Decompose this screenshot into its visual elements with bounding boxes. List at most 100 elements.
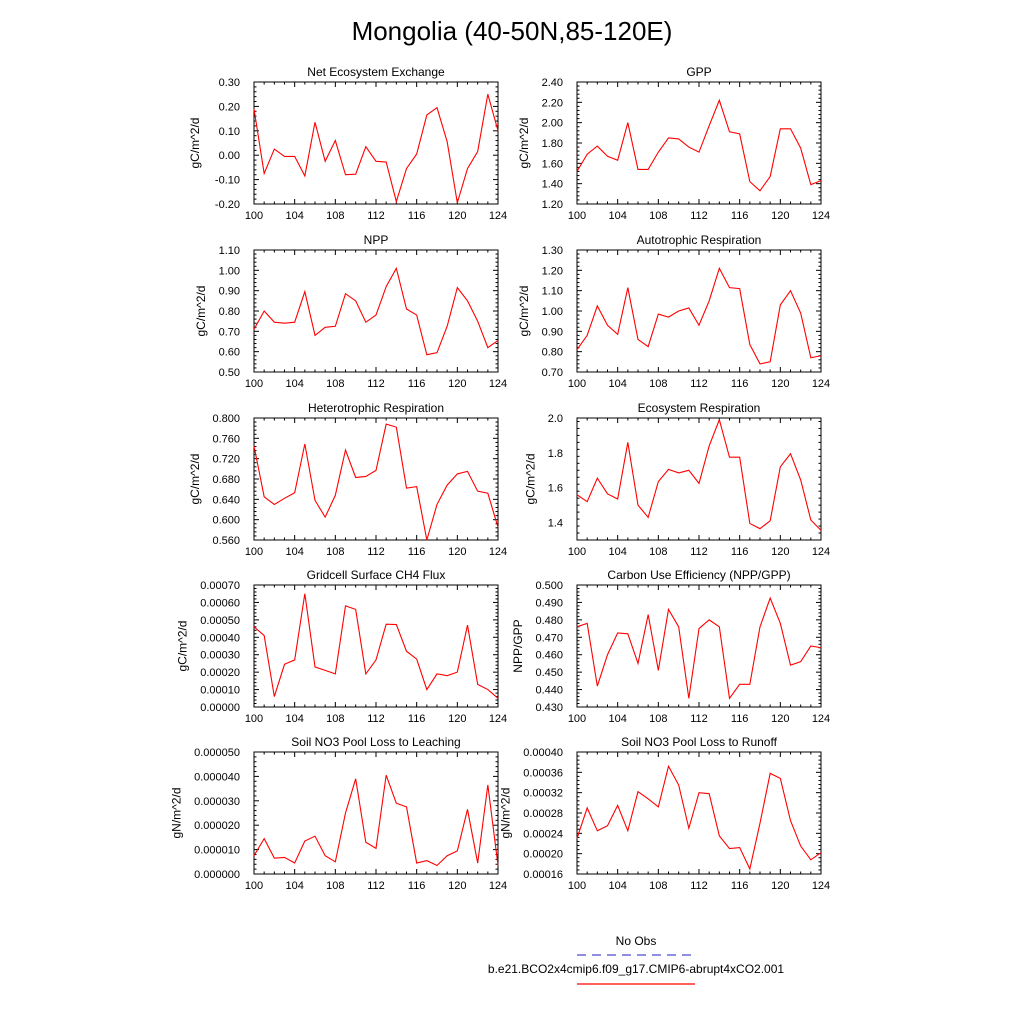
chart-8-ytick-label: 0.490 <box>535 597 563 609</box>
chart-10-xtick-label: 108 <box>649 880 667 892</box>
chart-8-ytick-label: 0.470 <box>535 632 563 644</box>
chart-4-xtick-label: 124 <box>812 378 830 390</box>
chart-4-xtick-label: 104 <box>608 378 626 390</box>
chart-10: Soil NO3 Pool Loss to Runoff 100 104 108 112… <box>499 735 831 892</box>
chart-4-ytick-label: 1.00 <box>542 306 563 318</box>
chart-8-title: Carbon Use Efficiency (NPP/GPP) <box>607 568 790 582</box>
chart-8-xtick-label: 120 <box>771 713 789 725</box>
chart-3-xtick-label: 120 <box>448 378 466 390</box>
chart-1-ytick-label: -0.10 <box>215 175 240 187</box>
chart-10-xtick-label: 120 <box>771 880 789 892</box>
chart-2-series-line-1 <box>576 98 822 192</box>
chart-4-title: Autotrophic Respiration <box>637 233 762 247</box>
chart-7-xtick-label: 108 <box>326 713 344 725</box>
chart-2-ytick-label: 2.40 <box>542 77 563 89</box>
chart-9-ytick-label: 0.000010 <box>194 845 240 857</box>
chart-2-ytick-label: 2.00 <box>542 118 563 130</box>
chart-2-ylabel: gC/m^2/d <box>517 118 531 169</box>
chart-8-ytick-label: 0.430 <box>535 702 563 714</box>
chart-3-ytick-label: 0.50 <box>219 367 240 379</box>
chart-2-ytick-label: 2.20 <box>542 97 563 109</box>
chart-1: Net Ecosystem Exchange 100 104 108 112 116 120… <box>188 65 507 222</box>
chart-5-ytick-label: 0.560 <box>212 535 240 547</box>
chart-7-ytick-label: 0.00010 <box>200 685 240 697</box>
chart-8-xtick-label: 108 <box>649 713 667 725</box>
chart-6-xtick-label: 100 <box>568 546 586 558</box>
panels-group: Net Ecosystem Exchange 100 104 108 112 116 120… <box>169 65 830 892</box>
legend-model-label: b.e21.BCO2x4cmip6.f09_g17.CMIP6-abrupt4x… <box>488 962 784 976</box>
chart-4-xtick-label: 120 <box>771 378 789 390</box>
chart-10-ytick-label: 0.00016 <box>523 869 563 881</box>
chart-3-ytick-label: 0.60 <box>219 347 240 359</box>
chart-9-ytick-label: 0.000040 <box>194 771 240 783</box>
chart-10-series-line-1 <box>576 764 822 871</box>
chart-2-xtick-label: 104 <box>608 210 626 222</box>
chart-9-ytick-label: 0.000050 <box>194 747 240 759</box>
chart-5-ytick-label: 0.640 <box>212 494 240 506</box>
chart-5-series-line-1 <box>253 423 499 541</box>
chart-5-xtick-label: 112 <box>367 546 385 558</box>
chart-7-title: Gridcell Surface CH4 Flux <box>307 568 446 582</box>
chart-7-series-line-1 <box>253 593 499 699</box>
chart-1-xtick-label: 100 <box>245 210 263 222</box>
chart-5-xtick-label: 108 <box>326 546 344 558</box>
chart-7-xtick-label: 100 <box>245 713 263 725</box>
chart-6-xtick-label: 120 <box>771 546 789 558</box>
chart-2: GPP 100 104 108 112 116 120 124 1.20 1.40 1.60 1.80… <box>517 65 830 222</box>
chart-8-ytick-label: 0.460 <box>535 650 563 662</box>
chart-3-title: NPP <box>364 233 389 247</box>
chart-7-ylabel: gC/m^2/d <box>176 621 190 672</box>
chart-1-xtick-label: 120 <box>448 210 466 222</box>
chart-2-ytick-label: 1.80 <box>542 138 563 150</box>
page-title: Mongolia (40-50N,85-120E) <box>352 16 673 46</box>
chart-7-ytick-label: 0.00070 <box>200 580 240 592</box>
chart-4-xtick-label: 116 <box>731 378 749 390</box>
chart-6-ytick-label: 1.6 <box>548 483 563 495</box>
chart-1-ytick-label: -0.20 <box>215 199 240 211</box>
chart-3-xtick-label: 104 <box>285 378 303 390</box>
chart-5-ylabel: gC/m^2/d <box>188 454 202 505</box>
chart-3-xtick-label: 112 <box>367 378 385 390</box>
chart-5-title: Heterotrophic Respiration <box>308 401 444 415</box>
chart-8-xtick-label: 116 <box>731 713 749 725</box>
chart-8-ytick-label: 0.450 <box>535 667 563 679</box>
chart-9-xtick-label: 100 <box>245 880 263 892</box>
chart-1-xtick-label: 112 <box>367 210 385 222</box>
chart-5: Heterotrophic Respiration 100 104 108 112 116… <box>188 401 507 558</box>
legend: No Obs b.e21.BCO2x4cmip6.f09_g17.CMIP6-a… <box>488 934 784 985</box>
chart-9-ytick-label: 0.000000 <box>194 869 240 881</box>
chart-8-xtick-label: 100 <box>568 713 586 725</box>
chart-7-ytick-label: 0.00020 <box>200 667 240 679</box>
chart-9-xtick-label: 108 <box>326 880 344 892</box>
chart-10-xtick-label: 100 <box>568 880 586 892</box>
chart-6-ytick-label: 2.0 <box>548 413 563 425</box>
chart-10-ytick-label: 0.00040 <box>523 747 563 759</box>
chart-9-ylabel: gN/m^2/d <box>169 788 183 839</box>
chart-3-ytick-label: 1.10 <box>219 245 240 257</box>
chart-10-ylabel: gN/m^2/d <box>499 788 513 839</box>
chart-2-title: GPP <box>686 65 711 79</box>
chart-1-xtick-label: 124 <box>489 210 507 222</box>
chart-6: Ecosystem Respiration 100 104 108 112 116 120 1… <box>523 401 830 558</box>
chart-10-ytick-label: 0.00028 <box>523 808 563 820</box>
chart-2-ytick-label: 1.40 <box>542 179 563 191</box>
chart-7-ytick-label: 0.00030 <box>200 650 240 662</box>
chart-4: Autotrophic Respiration 100 104 108 112 116 12… <box>517 233 830 390</box>
chart-5-ytick-label: 0.800 <box>212 413 240 425</box>
chart-1-series-line-1 <box>253 94 499 204</box>
chart-8-xtick-label: 104 <box>608 713 626 725</box>
chart-1-ylabel: gC/m^2/d <box>188 118 202 169</box>
chart-8-xtick-label: 112 <box>690 713 708 725</box>
chart-5-xtick-label: 124 <box>489 546 507 558</box>
chart-4-series-line-1 <box>576 266 822 365</box>
chart-10-ytick-label: 0.00020 <box>523 849 563 861</box>
chart-5-xtick-label: 104 <box>285 546 303 558</box>
chart-10-xtick-label: 104 <box>608 880 626 892</box>
chart-1-xtick-label: 108 <box>326 210 344 222</box>
chart-1-title: Net Ecosystem Exchange <box>307 65 445 79</box>
chart-8-ytick-label: 0.500 <box>535 580 563 592</box>
chart-1-ytick-label: 0.30 <box>219 77 240 89</box>
chart-6-ytick-label: 1.4 <box>548 518 563 530</box>
chart-4-ylabel: gC/m^2/d <box>517 286 531 337</box>
chart-9-ytick-label: 0.000030 <box>194 796 240 808</box>
